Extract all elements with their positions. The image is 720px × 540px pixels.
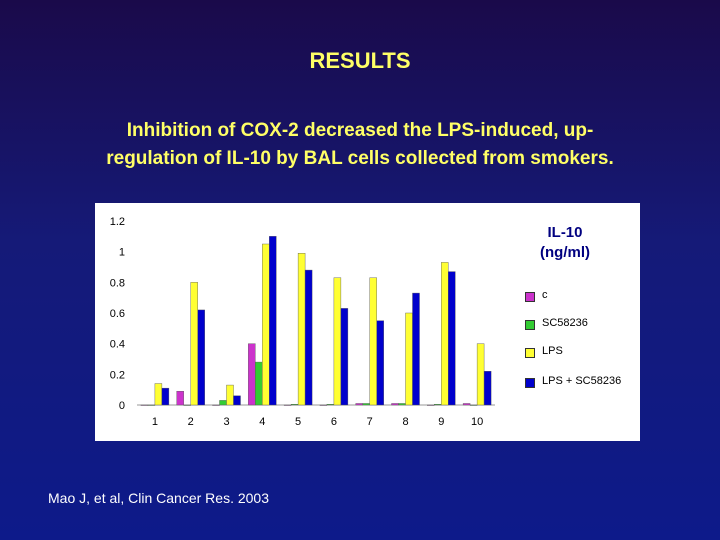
bar-sc58236-9 — [434, 404, 442, 406]
bar-sc58236-8 — [398, 403, 406, 406]
bar-lps-7 — [369, 277, 377, 406]
y-tick-label: 0.6 — [110, 308, 125, 320]
bar-lps-5 — [297, 253, 306, 406]
legend-label: LPS — [542, 345, 563, 357]
bar-lps-10 — [476, 343, 485, 406]
x-tick-label: 2 — [188, 416, 194, 428]
bar-c-5 — [283, 404, 292, 406]
bar-lps-sc58236-4 — [269, 236, 277, 406]
bar-c-10 — [462, 403, 471, 406]
x-tick-label: 10 — [471, 416, 483, 428]
bar-lps-sc58236-2 — [197, 309, 205, 406]
unit-label-line-2: (ng/ml) — [540, 244, 590, 261]
bar-c-2 — [176, 390, 184, 406]
legend-label: c — [542, 289, 548, 301]
y-tick-label: 0 — [119, 400, 125, 412]
bar-lps-sc58236-10 — [483, 371, 492, 406]
bar-lps-3 — [226, 384, 234, 406]
y-tick-label: 1.2 — [110, 216, 125, 228]
x-tick-label: 4 — [259, 416, 265, 428]
y-tick-label: 1 — [119, 247, 125, 259]
bar-lps-sc58236-6 — [340, 308, 349, 406]
bar-lps-sc58236-7 — [376, 320, 384, 406]
bar-lps-sc58236-9 — [448, 271, 456, 406]
bar-sc58236-1 — [147, 404, 156, 406]
legend-label: SC58236 — [542, 317, 588, 329]
bar-sc58236-6 — [326, 404, 335, 406]
subtitle-line-2: regulation of IL-10 by BAL cells collect… — [106, 148, 614, 169]
slide-title: RESULTS — [309, 48, 411, 73]
x-tick-label: 8 — [402, 416, 408, 428]
legend-swatch — [525, 320, 535, 330]
bar-lps-1 — [154, 383, 163, 406]
x-tick-label: 7 — [367, 416, 373, 428]
bar-lps-sc58236-5 — [304, 269, 313, 406]
bar-c-6 — [319, 404, 328, 406]
x-tick-label: 1 — [152, 416, 158, 428]
bar-lps-2 — [190, 282, 198, 406]
bar-sc58236-7 — [362, 403, 370, 406]
legend-swatch — [525, 378, 535, 388]
citation: Mao J, et al, Clin Cancer Res. 2003 — [48, 490, 269, 506]
x-tick-label: 6 — [331, 416, 337, 428]
legend-swatch — [525, 348, 535, 358]
bar-lps-6 — [333, 277, 342, 406]
bar-sc58236-2 — [183, 404, 191, 406]
bar-c-3 — [212, 404, 220, 406]
bar-sc58236-4 — [255, 361, 263, 406]
legend-swatch — [525, 292, 535, 302]
chart-unit-label: IL-10 (ng/ml) — [515, 223, 615, 263]
x-tick-label: 9 — [438, 416, 444, 428]
bar-lps-sc58236-3 — [233, 395, 241, 406]
il10-bar-chart: 0 0.2 0.4 0.6 0.8 1 1.2 1 2 3 4 5 6 7 8 9 10 — [110, 216, 495, 428]
bar-lps-8 — [405, 312, 413, 406]
bar-sc58236-10 — [469, 404, 478, 406]
bar-lps-9 — [441, 262, 449, 406]
bar-c-1 — [140, 404, 149, 406]
y-tick-label: 0.2 — [110, 369, 125, 381]
bar-sc58236-5 — [290, 404, 299, 406]
bar-c-8 — [391, 403, 399, 406]
bar-c-7 — [355, 403, 363, 406]
x-tick-label: 3 — [223, 416, 229, 428]
subtitle-line-1: Inhibition of COX-2 decreased the LPS-in… — [126, 120, 594, 141]
legend-label: LPS + SC58236 — [542, 375, 622, 387]
y-tick-label: 0.4 — [110, 339, 125, 351]
slide-subtitle: Inhibition of COX-2 decreased the LPS-in… — [40, 117, 680, 173]
unit-label-line-1: IL-10 — [547, 224, 583, 241]
y-tick-label: 0.8 — [110, 277, 125, 289]
bar-sc58236-3 — [219, 400, 227, 406]
x-tick-label: 5 — [295, 416, 301, 428]
bar-c-4 — [248, 343, 256, 406]
bar-lps-sc58236-1 — [161, 387, 170, 406]
chart-panel: 0 0.2 0.4 0.6 0.8 1 1.2 1 2 3 4 5 6 7 8 9 10 IL-10 (ng/m… — [95, 203, 640, 441]
bar-c-9 — [427, 404, 435, 406]
bar-lps-4 — [262, 243, 270, 406]
bar-lps-sc58236-8 — [412, 292, 420, 406]
